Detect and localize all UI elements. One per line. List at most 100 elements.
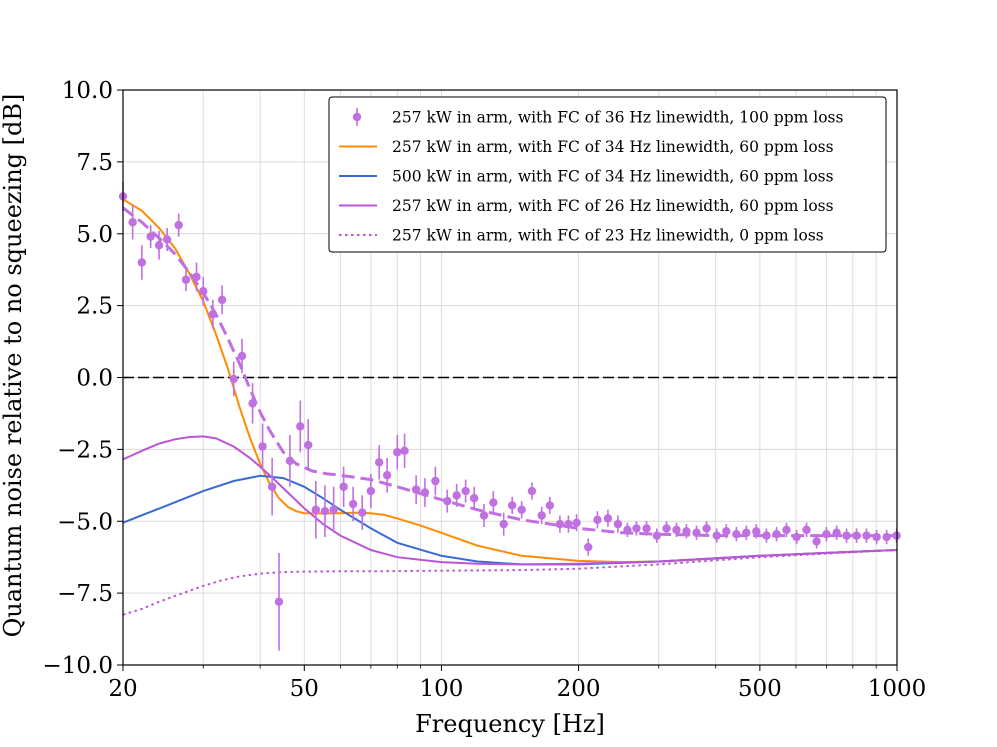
data-point [545, 501, 555, 510]
data-point [304, 440, 313, 450]
data-point [832, 528, 841, 537]
data-point [128, 218, 137, 227]
x-ticks: 20 50 100 200 500 1000 [108, 665, 926, 702]
data-point [603, 514, 613, 523]
x-axis-label: Frequency [Hz] [415, 710, 605, 738]
data-point [348, 499, 358, 509]
data-point [682, 527, 691, 536]
data-point [564, 519, 573, 529]
data-point [162, 235, 172, 244]
y-tick-label: 7.5 [76, 150, 113, 176]
y-tick-label: −2.5 [57, 437, 113, 463]
x-tick-label: 20 [108, 676, 137, 702]
legend-marker-point [352, 112, 362, 122]
data-point [842, 531, 851, 540]
data-point [802, 525, 811, 535]
y-tick-label: −10.0 [43, 653, 113, 679]
data-point [702, 524, 711, 533]
data-point [420, 488, 430, 497]
data-point [613, 519, 623, 529]
data-point [752, 527, 761, 536]
data-point [712, 531, 721, 540]
legend-label: 257 kW in arm, with FC of 36 Hz linewidt… [392, 109, 843, 127]
y-tick-label: 0.0 [76, 366, 113, 392]
data-point [311, 505, 321, 514]
legend: 257 kW in arm, with FC of 36 Hz linewidt… [328, 96, 887, 253]
data-point [792, 532, 801, 542]
data-point [762, 531, 771, 540]
series-line-3 [122, 435, 898, 566]
data-point [527, 486, 537, 496]
data-point [692, 528, 701, 537]
y-axis-label: Quantum noise relative to no squeezing [… [0, 94, 27, 638]
data-point [489, 498, 498, 507]
data-point [652, 531, 662, 540]
data-point [248, 399, 257, 408]
data-point [852, 531, 861, 540]
data-point [632, 524, 641, 533]
data-point [722, 527, 731, 536]
data-point [411, 485, 421, 494]
data-point [267, 482, 277, 491]
data-point [229, 374, 238, 384]
y-tick-label: 10.0 [62, 78, 113, 104]
model-curves [122, 198, 898, 616]
data-point [208, 310, 218, 319]
data-point [593, 515, 602, 525]
data-point [443, 496, 452, 506]
data-point [274, 597, 284, 606]
x-tick-label: 1000 [868, 676, 927, 702]
data-point [872, 532, 881, 542]
y-ticks: −10.0 −7.5 −5.0 −2.5 0.0 2.5 5.0 7.5 10.0 [43, 78, 123, 679]
data-point [285, 456, 295, 466]
data-point [431, 476, 440, 486]
data-point [258, 442, 267, 451]
data-point [192, 272, 201, 282]
y-tick-label: 5.0 [76, 222, 113, 248]
data-point [623, 525, 632, 535]
data-point [137, 258, 147, 267]
data-point [555, 519, 565, 529]
data-point [782, 525, 791, 535]
data-point [296, 422, 305, 431]
legend-label: 257 kW in arm, with FC of 26 Hz linewidt… [392, 197, 834, 215]
data-point [572, 518, 581, 527]
data-point [366, 486, 376, 496]
x-tick-label: 500 [738, 676, 782, 702]
data-point [400, 446, 409, 456]
data-point [452, 491, 461, 500]
data-point [339, 482, 348, 491]
y-tick-label: −7.5 [57, 581, 113, 607]
data-point [517, 505, 526, 514]
data-point [882, 532, 891, 542]
data-point [382, 471, 392, 480]
data-point [181, 275, 191, 284]
data-point [537, 511, 546, 520]
x-tick-label: 200 [557, 676, 601, 702]
series-line-4 [122, 549, 898, 616]
data-point [469, 494, 479, 503]
legend-label: 500 kW in arm, with FC of 34 Hz linewidt… [392, 168, 834, 186]
legend-label: 257 kW in arm, with FC of 34 Hz linewidt… [392, 138, 834, 156]
data-point [393, 448, 402, 457]
data-point [672, 525, 681, 535]
x-tick-label: 100 [419, 676, 463, 702]
data-point [461, 486, 470, 496]
data-point [862, 531, 871, 540]
data-point [822, 529, 831, 539]
data-point [732, 529, 741, 539]
y-tick-label: −5.0 [57, 509, 113, 535]
data-point [237, 351, 247, 361]
data-point [662, 524, 671, 533]
data-point [772, 529, 781, 539]
y-tick-label: 2.5 [76, 294, 113, 320]
data-point [812, 537, 821, 546]
legend-box [328, 96, 887, 253]
data-point [642, 524, 651, 533]
data-point [174, 220, 183, 230]
data-point [154, 241, 164, 250]
measurement-fit-line [122, 206, 897, 538]
data-point [374, 458, 384, 467]
data-point [499, 519, 508, 529]
